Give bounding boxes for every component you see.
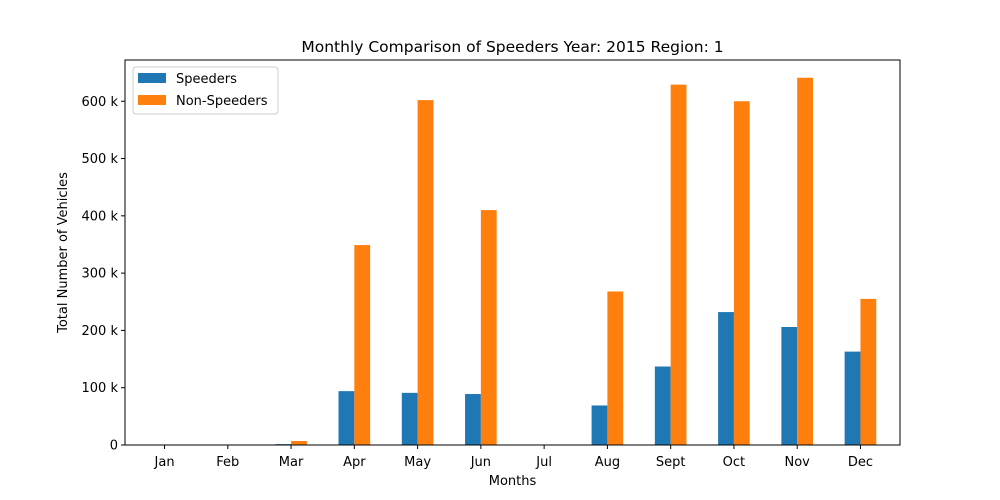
y-axis-label: Total Number of Vehicles: [56, 172, 71, 334]
bar-non-speeders-mar: [291, 440, 307, 445]
bar-non-speeders-aug: [607, 291, 624, 445]
x-tick-label: May: [404, 455, 431, 470]
x-tick-label: Mar: [279, 455, 304, 470]
x-tick-label: Dec: [848, 455, 873, 470]
bar-speeders-apr: [338, 391, 355, 445]
x-tick-label: Jan: [154, 455, 175, 470]
x-tick-label: Apr: [343, 455, 366, 470]
y-tick-label: 600 k: [82, 95, 119, 110]
bars-group: [275, 77, 877, 446]
bar-speeders-oct: [718, 312, 734, 445]
y-axis: 0 100 k 200 k 300 k 400 k 500 k 600 k: [82, 95, 125, 454]
plot-frame: [124, 59, 901, 446]
bar-non-speeders-may: [417, 100, 434, 446]
bar-non-speeders-oct: [733, 101, 750, 445]
y-tick-label: 0: [110, 439, 118, 454]
x-tick-label: Sept: [656, 455, 686, 470]
bar-non-speeders-nov: [797, 77, 814, 446]
bar-non-speeders-dec: [860, 298, 877, 445]
x-axis: Jan Feb Mar Apr May Jun Jul Aug Sept Oct Nov Dec: [154, 445, 873, 470]
x-tick-label: Nov: [785, 455, 811, 470]
legend-entry-label: Speeders: [176, 72, 237, 87]
bar-non-speeders-apr: [354, 245, 371, 445]
x-tick-label: Aug: [595, 455, 620, 470]
x-tick-label: Jul: [535, 455, 552, 470]
x-tick-label: Jun: [470, 455, 491, 470]
bar-speeders-jun: [465, 394, 481, 445]
legend-swatch: [138, 73, 166, 83]
legend-entry-label: Non-Speeders: [176, 94, 268, 109]
bar-speeders-aug: [591, 405, 608, 445]
bar-speeders-nov: [781, 326, 798, 445]
legend: Speeders Non-Speeders: [132, 66, 279, 115]
y-tick-label: 200 k: [82, 324, 119, 339]
y-tick-label: 500 k: [82, 152, 119, 167]
bar-speeders-sept: [654, 366, 671, 445]
legend-swatch: [138, 95, 166, 105]
bar-speeders-dec: [844, 351, 861, 445]
chart-title: Monthly Comparison of Speeders Year: 201…: [301, 38, 723, 56]
bar-non-speeders-sept: [670, 84, 687, 446]
x-axis-label: Months: [489, 474, 537, 489]
x-tick-label: Oct: [723, 455, 745, 470]
y-tick-label: 100 k: [82, 381, 119, 396]
y-tick-label: 300 k: [82, 267, 119, 282]
x-tick-label: Feb: [216, 455, 239, 470]
legend-box: [132, 66, 279, 115]
y-tick-label: 400 k: [82, 209, 119, 224]
bar-non-speeders-jun: [480, 210, 497, 445]
bar-speeders-may: [401, 392, 418, 445]
